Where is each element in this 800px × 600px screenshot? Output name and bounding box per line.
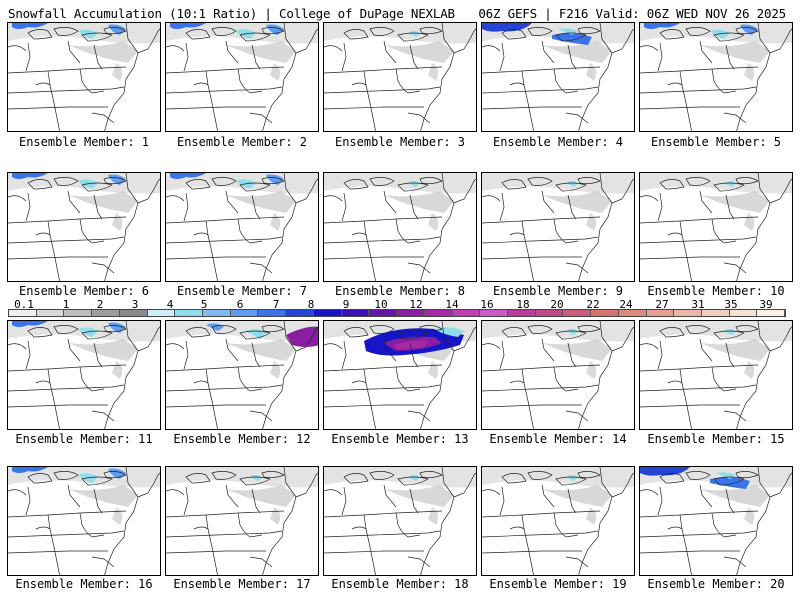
ensemble-member-map [7, 320, 161, 430]
colorbar-label: 18 [516, 298, 530, 311]
ensemble-member-map [7, 22, 161, 132]
ensemble-member-caption: Ensemble Member: 3 [334, 135, 466, 149]
colorbar-cell [618, 310, 647, 316]
ensemble-member-caption: Ensemble Member: 19 [489, 577, 627, 591]
colorbar-label: 3 [131, 298, 139, 311]
colorbar-cell [535, 310, 564, 316]
colorbar-cell [757, 310, 786, 316]
colorbar-label: 27 [655, 298, 669, 311]
ensemble-member-caption: Ensemble Member: 4 [492, 135, 624, 149]
colorbar-cell [313, 310, 342, 316]
ensemble-member-map [481, 22, 635, 132]
colorbar-label: 31 [691, 298, 705, 311]
colorbar-cell [341, 310, 370, 316]
ensemble-member-caption: Ensemble Member: 12 [173, 432, 311, 446]
colorbar-label: 2 [96, 298, 104, 311]
ensemble-member-map [165, 22, 319, 132]
ensemble-member-caption: Ensemble Member: 7 [176, 284, 308, 298]
colorbar-cell [424, 310, 453, 316]
colorbar-label: 24 [619, 298, 633, 311]
colorbar-label: 6 [236, 298, 244, 311]
colorbar-cell [9, 310, 37, 316]
colorbar-cell [92, 310, 120, 316]
ensemble-member-map [165, 320, 319, 430]
ensemble-member-caption: Ensemble Member: 15 [647, 432, 785, 446]
ensemble-member-map [323, 172, 477, 282]
ensemble-member-caption: Ensemble Member: 1 [18, 135, 150, 149]
colorbar-cell [119, 310, 148, 316]
ensemble-member-map [7, 466, 161, 576]
run-valid-time: 06Z GEFS | F216 Valid: 06Z WED NOV 26 20… [478, 6, 786, 21]
ensemble-member-map [639, 172, 793, 282]
colorbar-cell [286, 310, 314, 316]
colorbar-label: 35 [724, 298, 738, 311]
ensemble-member-caption: Ensemble Member: 20 [647, 577, 785, 591]
ensemble-member-caption: Ensemble Member: 14 [489, 432, 627, 446]
ensemble-member-map [481, 466, 635, 576]
ensemble-member-caption: Ensemble Member: 9 [492, 284, 624, 298]
ensemble-member-map [481, 172, 635, 282]
colorbar-cell [258, 310, 287, 316]
colorbar-cell [480, 310, 508, 316]
ensemble-member-map [323, 320, 477, 430]
colorbar-label: 9 [342, 298, 350, 311]
ensemble-member-map [639, 320, 793, 430]
colorbar-label: 5 [200, 298, 208, 311]
colorbar-cell [203, 310, 231, 316]
colorbar-cell [230, 310, 259, 316]
ensemble-member-map [639, 22, 793, 132]
ensemble-member-caption: Ensemble Member: 17 [173, 577, 311, 591]
ensemble-member-caption: Ensemble Member: 5 [650, 135, 782, 149]
chart-title: Snowfall Accumulation (10:1 Ratio) | Col… [8, 6, 455, 21]
ensemble-member-map [481, 320, 635, 430]
ensemble-member-caption: Ensemble Member: 13 [331, 432, 469, 446]
colorbar-label: 20 [550, 298, 564, 311]
colorbar-cell [64, 310, 93, 316]
colorbar-label: 0.1 [14, 298, 34, 311]
colorbar-cell [36, 310, 65, 316]
ensemble-member-caption: Ensemble Member: 16 [15, 577, 153, 591]
ensemble-member-caption: Ensemble Member: 11 [15, 432, 153, 446]
colorbar-label: 12 [409, 298, 423, 311]
colorbar-label: 7 [272, 298, 280, 311]
ensemble-member-map [323, 466, 477, 576]
ensemble-member-caption: Ensemble Member: 6 [18, 284, 150, 298]
colorbar-cell [563, 310, 592, 316]
colorbar-label: 39 [759, 298, 773, 311]
colorbar-cell [369, 310, 398, 316]
colorbar-cell [674, 310, 702, 316]
colorbar-cell [452, 310, 481, 316]
colorbar-cell [646, 310, 675, 316]
colorbar-cell [175, 310, 204, 316]
colorbar-cell [701, 310, 730, 316]
colorbar-label: 10 [374, 298, 388, 311]
colorbar-label: 14 [445, 298, 459, 311]
ensemble-member-caption: Ensemble Member: 8 [334, 284, 466, 298]
colorbar-label: 4 [166, 298, 174, 311]
colorbar-label: 22 [586, 298, 600, 311]
colorbar-cell [147, 310, 176, 316]
colorbar-label: 1 [62, 298, 70, 311]
ensemble-member-caption: Ensemble Member: 18 [331, 577, 469, 591]
colorbar-strip [8, 309, 786, 317]
ensemble-member-map [165, 172, 319, 282]
snowfall-colorbar: 0.1 1 2 3 4 5 6 7 8 9 10 12 14 16 18 20 22 24 27 31 35 39 [8, 298, 786, 320]
ensemble-member-caption: Ensemble Member: 2 [176, 135, 308, 149]
ensemble-member-map [7, 172, 161, 282]
colorbar-cell [397, 310, 425, 316]
colorbar-cell [591, 310, 619, 316]
ensemble-member-caption: Ensemble Member: 10 [647, 284, 785, 298]
ensemble-member-map [639, 466, 793, 576]
colorbar-cell [507, 310, 536, 316]
colorbar-label: 8 [307, 298, 315, 311]
ensemble-member-map [165, 466, 319, 576]
colorbar-label: 16 [480, 298, 494, 311]
ensemble-member-map [323, 22, 477, 132]
colorbar-cell [729, 310, 758, 316]
